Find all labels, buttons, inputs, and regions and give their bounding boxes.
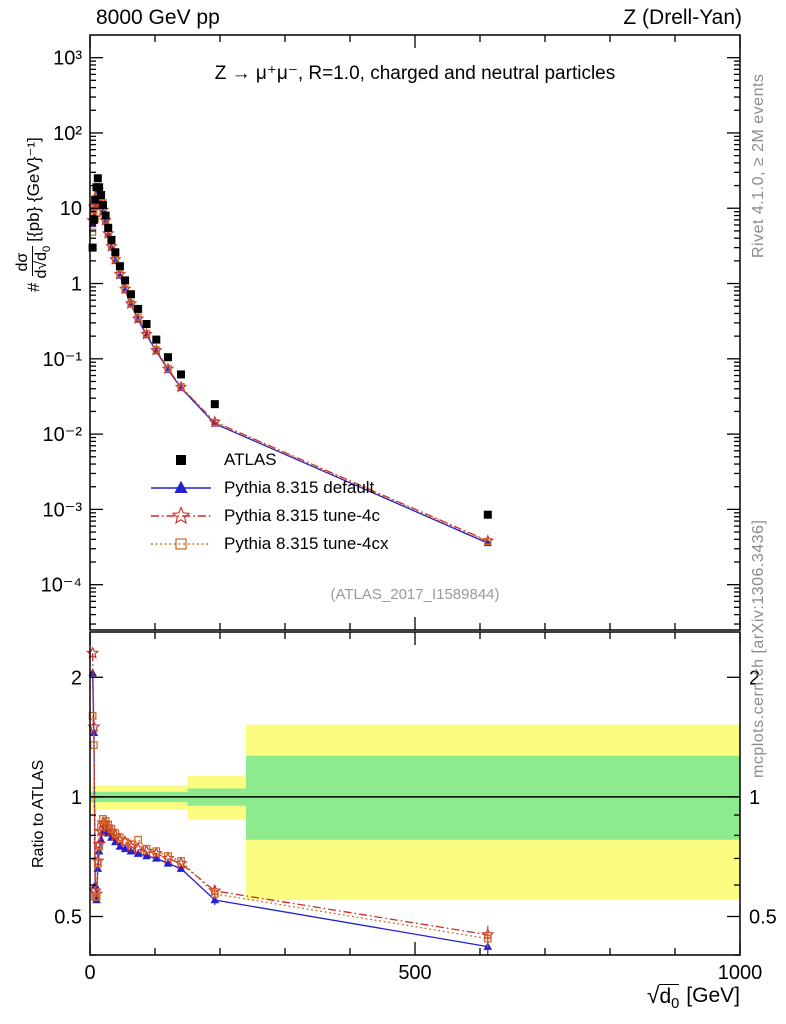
rivet-version-caption: Rivet 4.1.0, ≥ 2M events <box>750 73 767 258</box>
main-y-tick-label: 10⁻² <box>43 424 83 446</box>
main-y-tick-label: 1 <box>71 274 82 296</box>
mcplots-caption: mcplots.cern.ch [arXiv:1306.3436] <box>750 519 767 778</box>
plot-title: Z → μ⁺μ⁻, R=1.0, charged and neutral par… <box>214 63 616 84</box>
y-title-fraction: dσ d√d0 <box>14 245 53 279</box>
legend-item-tune4cx: Pythia 8.315 tune-4cx <box>148 530 388 558</box>
x-title-units: [GeV] <box>686 984 740 1007</box>
legend-item-atlas: ATLAS <box>148 446 388 474</box>
legend-label: ATLAS <box>224 450 277 469</box>
main-y-tick-label: 10 <box>60 198 82 220</box>
legend-item-tune4c: Pythia 8.315 tune-4c <box>148 502 388 530</box>
legend-marker-tune4c <box>151 506 211 525</box>
y-title-units: [{pb} {GeV}⁻¹] <box>23 137 43 242</box>
legend-marker-default <box>151 480 211 493</box>
y-title-prefix: # <box>23 282 43 292</box>
main-y-tick-label: 10⁻⁴ <box>41 575 82 597</box>
atlas-data-points <box>88 174 492 519</box>
x-tick-label: 0 <box>84 962 95 984</box>
x-axis-title: √ d0 [GeV] <box>646 982 740 1013</box>
x-tick-label: 500 <box>398 962 431 984</box>
ratio-y-tick-label-right: 2 <box>749 667 760 689</box>
header-process: Z (Drell-Yan) <box>623 6 742 29</box>
main-y-tick-label: 10³ <box>53 48 82 70</box>
y-title-numerator: dσ <box>14 248 33 276</box>
ratio-axis-title: Ratio to ATLAS <box>30 759 47 868</box>
y-axis-title: # dσ d√d0 [{pb} {GeV}⁻¹] <box>14 137 53 292</box>
main-y-tick-label: 10² <box>53 123 82 145</box>
y-title-denominator: d√d0 <box>31 245 53 279</box>
legend: ATLAS Pythia 8.315 default Pythia 8.315 … <box>148 446 388 558</box>
ratio-y-tick-label-right: 0.5 <box>749 906 777 928</box>
ratio-y-tick-label: 1 <box>71 787 82 809</box>
legend-marker-tune4cx <box>151 538 211 550</box>
ratio-y-tick-label-right: 1 <box>749 787 760 809</box>
legend-label: Pythia 8.315 tune-4c <box>224 506 380 525</box>
legend-label: Pythia 8.315 default <box>224 478 375 497</box>
ratio-y-tick-label: 2 <box>71 667 82 689</box>
ratio-y-tick-label: 0.5 <box>54 906 82 928</box>
ratio-uncertainty-bands <box>90 724 740 901</box>
x-tick-label: 1000 <box>718 962 763 984</box>
legend-item-default: Pythia 8.315 default <box>148 474 388 502</box>
tick-labels: 10³ 10² 10 1 10⁻¹ 10⁻² 10⁻³ 10⁻⁴ 2 2 1 1 0.5 0.5 0 500 1… <box>41 48 777 984</box>
legend-marker-atlas <box>176 455 186 465</box>
header-beam-energy: 8000 GeV pp <box>96 6 220 29</box>
main-y-tick-label: 10⁻³ <box>43 499 83 521</box>
frames-and-ticks <box>89 34 741 956</box>
analysis-watermark: (ATLAS_2017_I1589844) <box>330 586 500 603</box>
sqrt-symbol: √ <box>646 982 660 1008</box>
legend-label: Pythia 8.315 tune-4cx <box>224 534 389 553</box>
main-y-tick-label: 10⁻¹ <box>43 349 83 371</box>
